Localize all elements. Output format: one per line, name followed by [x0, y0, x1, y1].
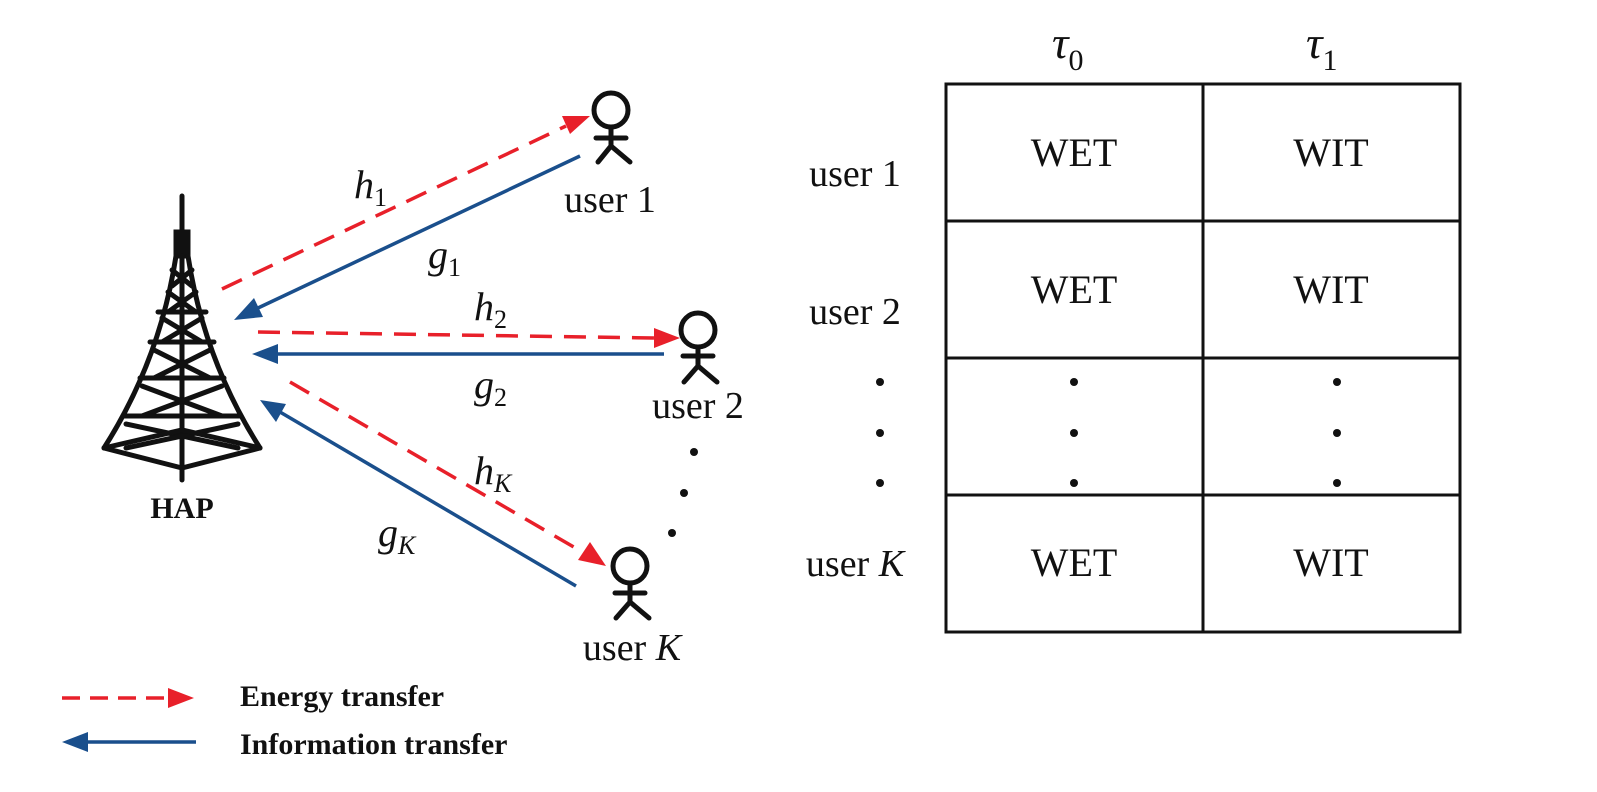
- label-gk: gK: [378, 510, 417, 560]
- row-label-user-k: user K: [806, 543, 906, 585]
- row-label-user-2: user 2: [809, 291, 901, 333]
- cell-user-2-tau0: WET: [1031, 267, 1118, 312]
- row-label-ellipsis: [876, 378, 884, 487]
- transmission-tower-icon: [101, 193, 263, 483]
- user-k-var: K: [655, 627, 683, 669]
- user-k-prefix: user: [583, 627, 656, 669]
- energy-link-user-k: [289, 380, 606, 566]
- hap-label: HAP: [150, 492, 213, 525]
- energy-link-user-2: [257, 328, 680, 348]
- label-h2: h2: [474, 284, 507, 334]
- user-2-label: user 2: [652, 385, 744, 427]
- cell-ellipsis-tau1: [1333, 378, 1341, 487]
- user-2-icon: [678, 310, 720, 385]
- column-header-tau1: τ1: [1306, 17, 1337, 77]
- legend-information-label: Information transfer: [240, 728, 507, 761]
- legend-energy-label: Energy transfer: [240, 680, 444, 713]
- user-1-icon: [591, 90, 633, 165]
- legend-information-swatch: [62, 732, 196, 752]
- cell-ellipsis-tau0: [1070, 378, 1078, 487]
- column-header-tau0: τ0: [1052, 17, 1083, 77]
- cell-user-2-tau1: WIT: [1293, 267, 1369, 312]
- legend-energy-swatch: [62, 688, 194, 708]
- cell-user-k-tau1: WIT: [1293, 540, 1369, 585]
- table-grid: [944, 82, 1462, 634]
- label-hk: hK: [474, 448, 513, 498]
- legend: Energy transfer Information transfer: [62, 680, 507, 761]
- label-g1: g1: [428, 232, 461, 282]
- schedule-table: τ0 τ1 user 1 user 2 user K WET WIT WET W…: [806, 17, 1462, 634]
- user-k-icon: [610, 546, 652, 621]
- user-k-label: user K: [583, 627, 683, 669]
- info-link-user-2: [252, 344, 664, 364]
- info-link-user-k: [260, 400, 577, 588]
- energy-link-user-1: [221, 116, 590, 291]
- cell-user-k-tau0: WET: [1031, 540, 1118, 585]
- label-h1: h1: [354, 162, 387, 212]
- user-1-label: user 1: [564, 179, 656, 221]
- row-label-user-1: user 1: [809, 153, 901, 195]
- users-ellipsis: [668, 448, 698, 537]
- cell-user-1-tau1: WIT: [1293, 130, 1369, 175]
- label-g2: g2: [474, 362, 507, 412]
- cell-user-1-tau0: WET: [1031, 130, 1118, 175]
- info-link-user-1: [234, 154, 581, 320]
